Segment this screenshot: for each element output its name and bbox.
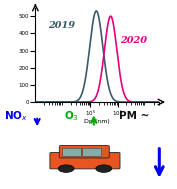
Circle shape	[96, 165, 112, 172]
FancyBboxPatch shape	[59, 146, 109, 158]
Text: 2020: 2020	[120, 36, 147, 46]
Text: PM ~: PM ~	[119, 111, 149, 121]
Text: 2019: 2019	[48, 21, 75, 30]
FancyBboxPatch shape	[62, 148, 81, 156]
FancyBboxPatch shape	[83, 148, 101, 156]
Text: O$_3$: O$_3$	[64, 109, 79, 123]
Text: NO$_x$: NO$_x$	[4, 109, 27, 123]
Circle shape	[58, 165, 74, 172]
X-axis label: Dp (nm): Dp (nm)	[84, 119, 110, 124]
FancyBboxPatch shape	[50, 153, 120, 169]
